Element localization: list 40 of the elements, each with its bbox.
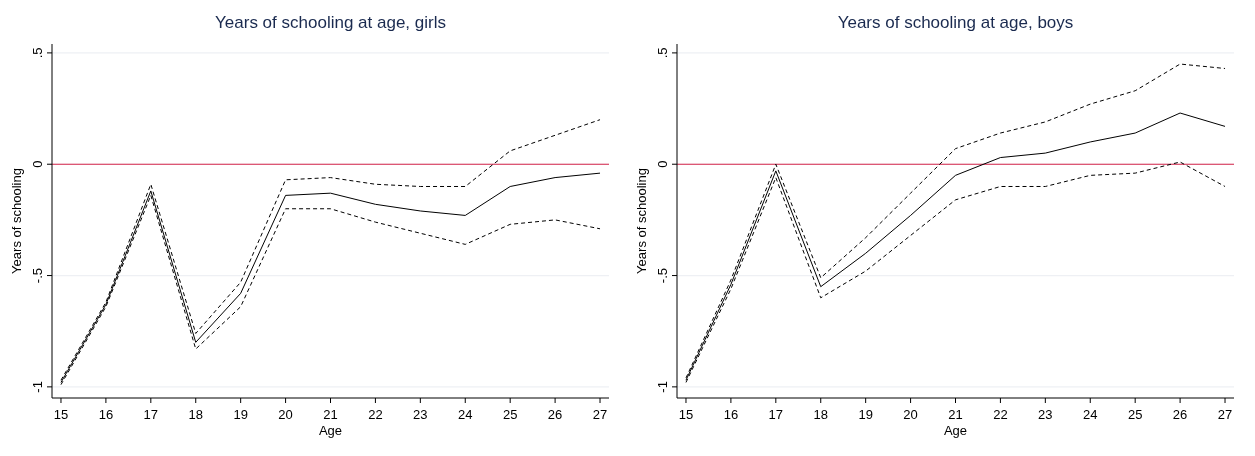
- x-tick-label: 21: [323, 407, 338, 422]
- y-axis-title: Years of schooling: [9, 168, 24, 274]
- x-tick-label: 23: [1038, 407, 1053, 422]
- x-tick-label: 20: [903, 407, 918, 422]
- x-tick-label: 20: [278, 407, 293, 422]
- y-tick-label: -.5: [655, 267, 670, 284]
- y-tick-label: .5: [655, 47, 670, 59]
- y-tick-label: 0: [655, 160, 670, 168]
- x-tick-label: 26: [1172, 407, 1188, 422]
- x-tick-label: 21: [948, 407, 963, 422]
- x-tick-label: 25: [1127, 407, 1143, 422]
- x-tick-label: 24: [1083, 407, 1098, 422]
- x-tick-label: 24: [458, 407, 473, 422]
- x-tick-label: 19: [233, 407, 248, 422]
- x-tick-label: 25: [502, 407, 518, 422]
- y-tick-label: .5: [30, 47, 45, 59]
- x-tick-label: 16: [723, 407, 739, 422]
- x-axis-title: Age: [943, 423, 968, 438]
- x-tick-label: 15: [678, 407, 694, 422]
- y-tick-label: -1: [30, 381, 45, 393]
- y-tick-label: -1: [655, 381, 670, 393]
- y-tick-label: 0: [30, 160, 45, 168]
- chart-title: Years of schooling at age, girls: [215, 13, 446, 32]
- x-tick-label: 27: [592, 407, 608, 422]
- x-tick-label: 19: [858, 407, 873, 422]
- x-tick-label: 18: [188, 407, 203, 422]
- x-tick-label: 16: [98, 407, 114, 422]
- x-tick-label: 18: [813, 407, 828, 422]
- x-tick-label: 17: [143, 407, 159, 422]
- x-tick-label: 27: [1217, 407, 1233, 422]
- x-tick-label: 26: [547, 407, 563, 422]
- x-tick-label: 15: [53, 407, 69, 422]
- x-tick-label: 17: [768, 407, 784, 422]
- chart-title: Years of schooling at age, boys: [837, 13, 1074, 32]
- x-tick-label: 23: [413, 407, 428, 422]
- y-axis-title: Years of schooling: [634, 168, 649, 274]
- x-tick-label: 22: [368, 407, 383, 422]
- x-axis-title: Age: [318, 423, 343, 438]
- y-tick-label: -.5: [30, 267, 45, 284]
- x-tick-label: 22: [993, 407, 1008, 422]
